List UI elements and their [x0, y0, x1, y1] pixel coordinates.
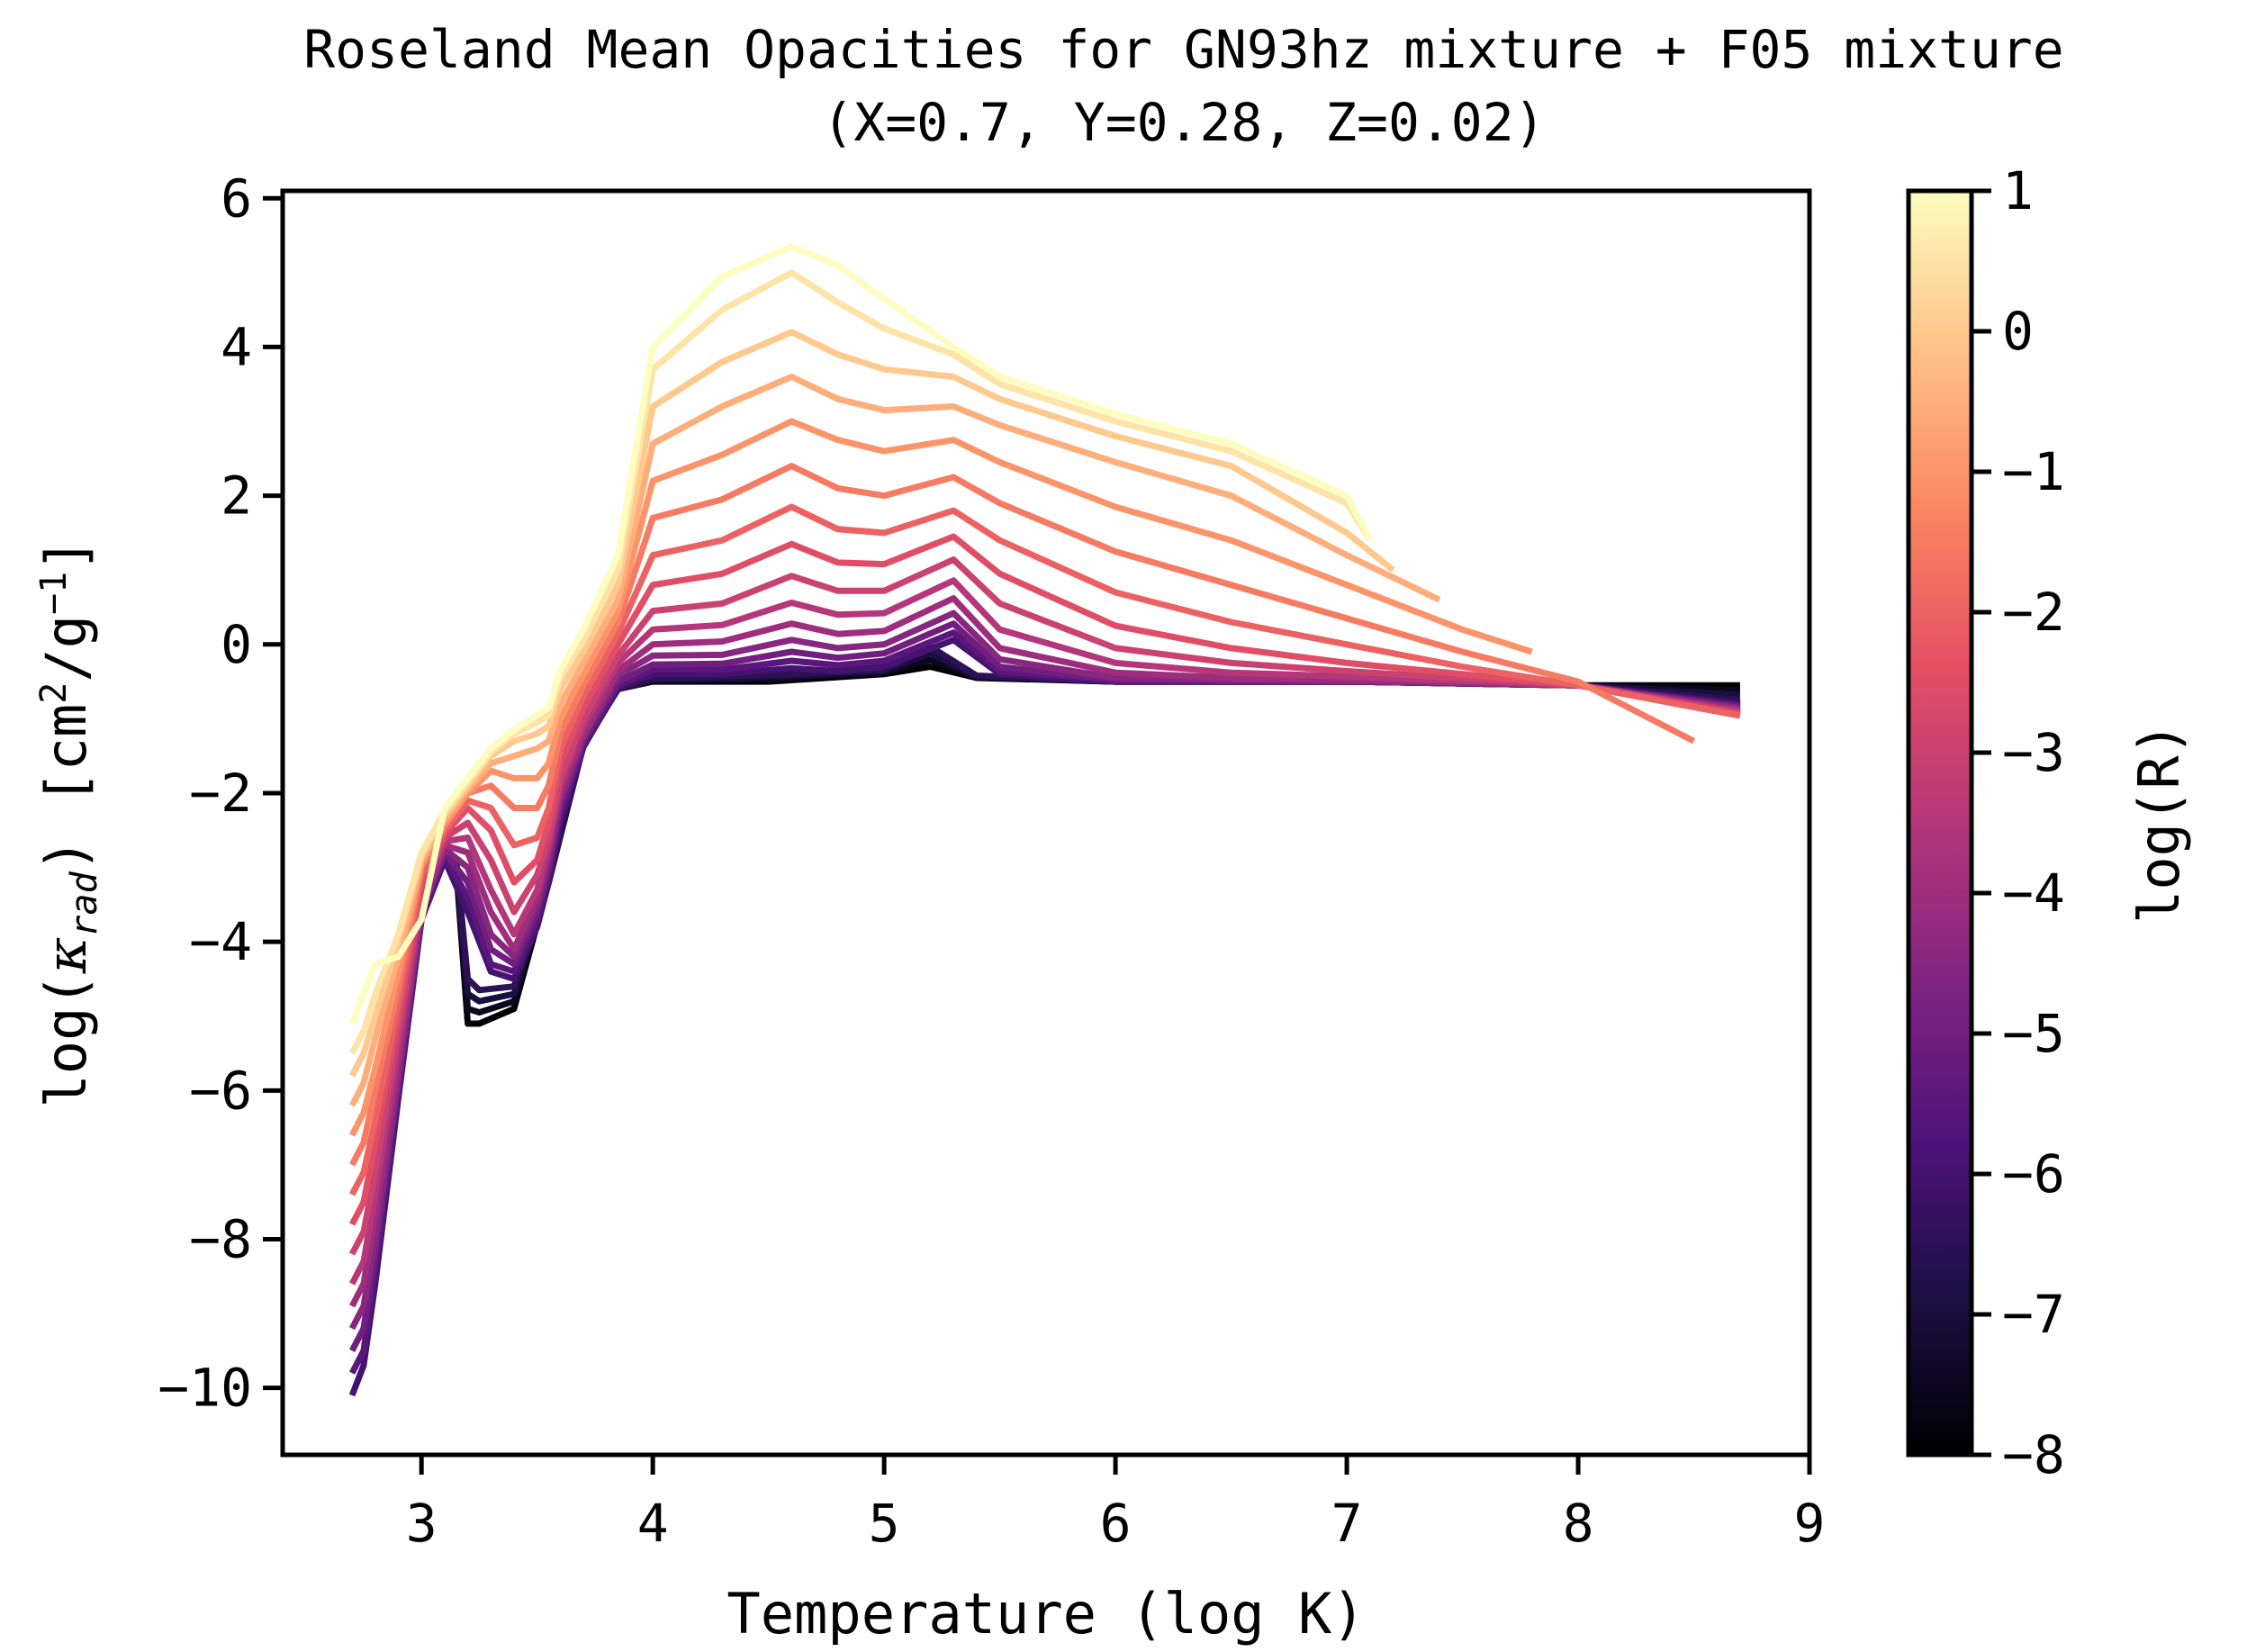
y-label-end: ]: [33, 537, 99, 571]
y-label-kappa: κ: [33, 937, 99, 975]
colorbar-tick-label-5: −4: [2002, 862, 2065, 924]
y-axis-label: log(κrad) [cm2/g−1]: [33, 537, 105, 1107]
y-tick-label-2: 2: [221, 465, 252, 527]
series-lines: [348, 243, 1741, 1397]
colorbar-label: log(R): [2126, 722, 2192, 924]
y-label-sup1: 2: [33, 682, 75, 704]
x-axis-ticks: 3 4 5 6 7 8 9: [406, 1455, 1826, 1554]
x-tick-label-2: 5: [869, 1493, 900, 1554]
series-line-11: [348, 533, 1741, 1226]
colorbar-tick-label-2: −1: [2002, 441, 2065, 502]
colorbar-ticks: 1 0 −1 −2 −3 −4 −5 −6 −7 −8: [1972, 160, 2065, 1485]
series-line-3: [453, 643, 1741, 994]
y-tick-label-1: 4: [221, 316, 252, 377]
y-label-prefix: log(: [33, 973, 99, 1107]
series-line-0: [453, 664, 1740, 1027]
chart-subtitle: (X=0.7, Y=0.28, Z=0.02): [822, 92, 1545, 153]
x-tick-label-6: 9: [1794, 1493, 1826, 1554]
series-line-12: [348, 503, 1741, 1196]
colorbar-tick-label-0: 1: [2002, 160, 2034, 221]
plot-frame: [280, 188, 1812, 1458]
y-label-mid: ) [cm: [33, 704, 99, 872]
colorbar-tick-label-4: −3: [2002, 722, 2065, 783]
y-tick-label-0: 6: [221, 167, 252, 229]
y-tick-label-3: 0: [221, 614, 252, 675]
y-label-kappa-sub: rad: [64, 871, 105, 936]
chart-title: Roseland Mean Opacities for GN93hz mixtu…: [303, 19, 2063, 80]
colorbar: [1906, 188, 1974, 1458]
x-tick-label-1: 4: [637, 1493, 669, 1554]
plot-area: [348, 243, 1741, 1397]
y-axis-ticks: 6 4 2 0 −2 −4 −6 −8 −10: [158, 167, 283, 1419]
colorbar-tick-label-7: −6: [2002, 1143, 2065, 1205]
colorbar-tick-label-6: −5: [2002, 1003, 2065, 1064]
y-label-sup2: −1: [33, 572, 75, 615]
colorbar-tick-label-8: −7: [2002, 1284, 2065, 1345]
series-line-14: [348, 418, 1533, 1137]
colorbar-tick-label-9: −8: [2002, 1424, 2065, 1485]
y-tick-label-6: −6: [189, 1060, 252, 1121]
series-line-2: [453, 650, 1741, 1005]
colorbar-tick-label-1: 0: [2002, 301, 2034, 362]
y-tick-label-4: −2: [189, 763, 252, 824]
x-tick-label-0: 3: [406, 1493, 438, 1554]
series-line-1: [453, 656, 1741, 1016]
y-label-slash: /g: [33, 615, 99, 682]
y-tick-label-8: −10: [158, 1358, 252, 1419]
x-tick-label-3: 6: [1100, 1493, 1132, 1554]
x-tick-label-5: 8: [1563, 1493, 1594, 1554]
series-line-18: [348, 243, 1373, 1025]
y-tick-label-5: −4: [189, 911, 252, 972]
x-axis-label: Temperature (log K): [726, 1581, 1365, 1647]
x-tick-label-4: 7: [1331, 1493, 1363, 1554]
series-line-17: [348, 269, 1373, 1055]
y-tick-label-7: −8: [189, 1208, 252, 1269]
colorbar-tick-label-3: −2: [2002, 582, 2065, 643]
